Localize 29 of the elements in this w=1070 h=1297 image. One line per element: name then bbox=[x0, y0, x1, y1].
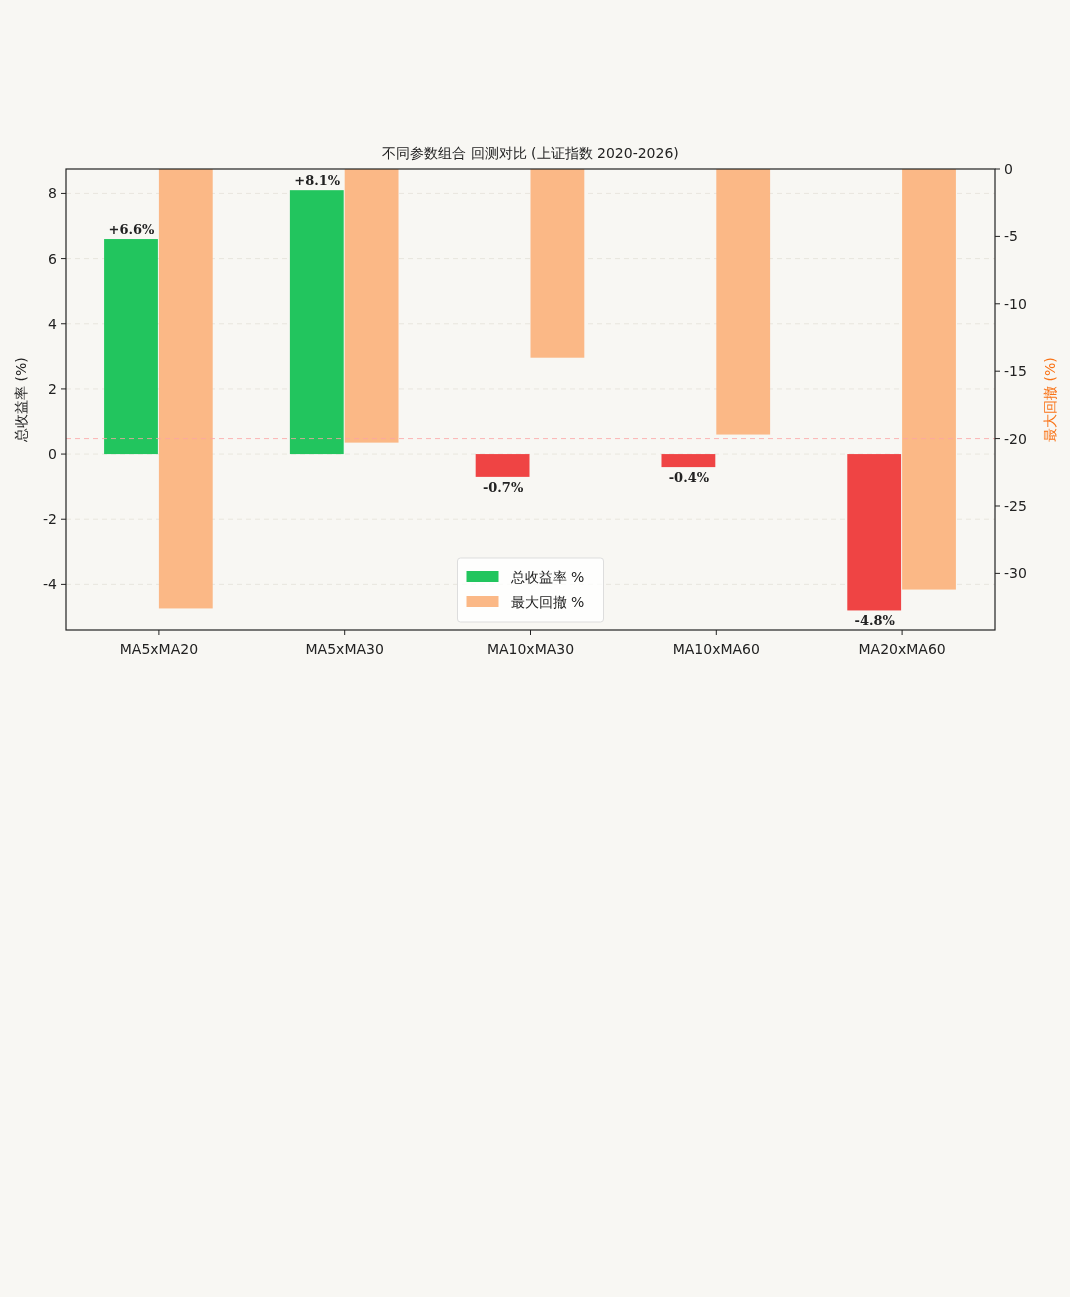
x-tick-label: MA10xMA60 bbox=[672, 641, 760, 657]
data-label: -4.8% bbox=[854, 613, 896, 629]
y2-tick-label: -25 bbox=[1004, 497, 1027, 514]
data-label: -0.7% bbox=[482, 479, 524, 495]
y-tick-label: 4 bbox=[48, 315, 58, 332]
y2-tick-label: -20 bbox=[1004, 430, 1027, 447]
y2-tick-label: -10 bbox=[1004, 295, 1027, 312]
chart-title: 不同参数组合 回测对比 (上证指数 2020-2026) bbox=[382, 145, 679, 161]
x-tick-label: MA20xMA60 bbox=[858, 641, 946, 657]
x-tick-label: MA10xMA30 bbox=[486, 641, 575, 657]
y-tick-label: 8 bbox=[48, 185, 57, 202]
y-tick-label: -2 bbox=[43, 511, 57, 528]
x-tick-label: MA5xMA30 bbox=[305, 641, 384, 657]
y2-tick-label: -15 bbox=[1004, 363, 1027, 380]
data-label: +8.1% bbox=[294, 173, 341, 189]
legend-label: 总收益率 % bbox=[509, 569, 585, 585]
y-axis-title: 总收益率 (%) bbox=[13, 357, 29, 443]
y2-tick-label: -5 bbox=[1004, 228, 1018, 245]
y2-axis-title: 最大回撤 (%) bbox=[1042, 357, 1058, 442]
data-label: +6.6% bbox=[108, 222, 156, 238]
data-label: -0.4% bbox=[668, 470, 710, 486]
y2-tick-label: -30 bbox=[1004, 565, 1027, 582]
y2-tick-label: 0 bbox=[1004, 161, 1013, 177]
y-tick-label: -4 bbox=[43, 576, 58, 593]
x-tick-label: MA5xMA20 bbox=[119, 641, 199, 657]
y-tick-label: 0 bbox=[48, 446, 57, 463]
y-tick-label: 2 bbox=[48, 380, 57, 397]
y-tick-label: 6 bbox=[48, 250, 58, 267]
legend-label: 最大回撤 % bbox=[510, 594, 585, 610]
